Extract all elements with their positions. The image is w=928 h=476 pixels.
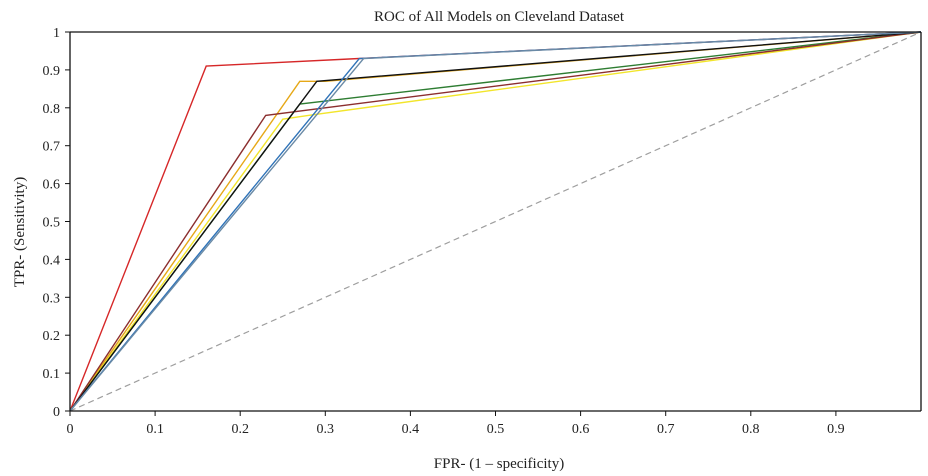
y-tick-label: 0.2: [43, 329, 61, 344]
diagonal-reference-line: [69, 31, 922, 412]
y-tick-label: 0.3: [43, 291, 61, 306]
plot-area: 0 0.1 0.2 0.3 0.4 0.5 0.6 0.7 0.8 0.9 0 0.1 0.2 0.3 0.…: [43, 26, 922, 437]
y-axis-title: TPR- (Sensitivity): [12, 177, 28, 287]
x-tick-label: 0.6: [572, 422, 590, 437]
y-tick-label: 0.6: [43, 178, 61, 193]
x-tick-label: 0.1: [146, 422, 164, 437]
y-tick-label: 0.9: [43, 64, 61, 79]
x-tick-label: 0.4: [402, 422, 420, 437]
roc-curve-8: [69, 31, 922, 412]
roc-curve-5: [69, 31, 922, 412]
y-tick-label: 0.5: [43, 216, 61, 231]
roc-curve-6: [69, 31, 922, 412]
x-tick-label: 0.2: [231, 422, 249, 437]
roc-curve-3: [69, 31, 922, 412]
x-axis-title: FPR- (1 – specificity): [434, 456, 564, 472]
y-tick-label: 1: [53, 26, 60, 41]
x-tick-label: 0: [67, 422, 74, 437]
x-tick-label: 0.8: [742, 422, 760, 437]
chart-title: ROC of All Models on Cleveland Dataset: [374, 9, 625, 25]
y-tick-label: 0: [53, 405, 60, 420]
y-tick-label: 0.8: [43, 102, 61, 117]
x-tick-label: 0.5: [487, 422, 505, 437]
y-tick-label: 0.1: [43, 367, 61, 382]
x-tick-label: 0.9: [827, 422, 845, 437]
x-tick-label: 0.3: [317, 422, 335, 437]
y-tick-label: 0.4: [43, 253, 61, 268]
y-tick-label: 0.7: [43, 140, 61, 155]
x-tick-label: 0.7: [657, 422, 675, 437]
